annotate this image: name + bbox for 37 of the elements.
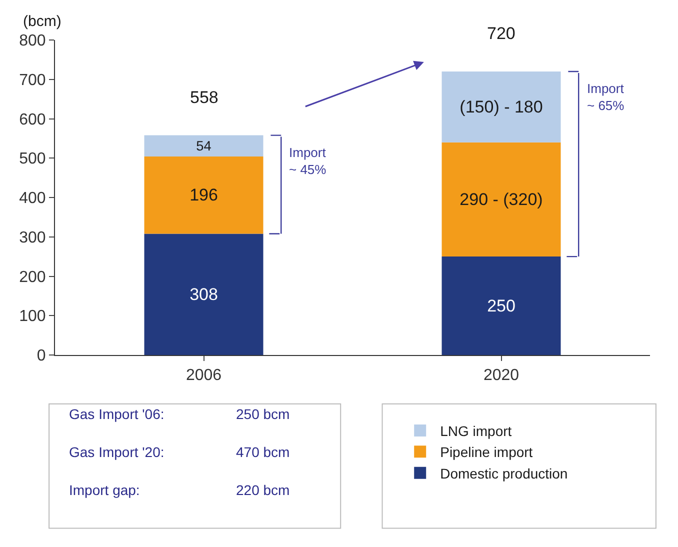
- total-label: 720: [487, 24, 516, 43]
- y-tick-label: 700: [19, 72, 46, 89]
- text: Gas Import '06:: [69, 406, 164, 422]
- legend-label: LNG import: [440, 422, 512, 439]
- text: 220 bcm: [236, 482, 290, 498]
- text: 250 bcm: [236, 406, 290, 422]
- data-label: 290 - (320): [460, 190, 543, 209]
- legend-label: Domestic production: [440, 465, 568, 482]
- data-label: (150) - 180: [460, 97, 543, 116]
- annotation: Import ~ 65%: [587, 81, 625, 113]
- y-axis-title: (bcm): [23, 13, 62, 30]
- x-tick-label: 2020: [483, 367, 520, 384]
- data-label: 54: [196, 138, 212, 154]
- bar: [442, 142, 561, 257]
- text: Gas Import '20:: [69, 444, 164, 460]
- annotation: Import ~ 45%: [289, 145, 327, 177]
- y-tick-label: 300: [19, 229, 46, 246]
- text: 470 bcm: [236, 444, 290, 460]
- y-tick-label: 500: [19, 150, 46, 168]
- bar: [442, 72, 561, 142]
- data-label: 308: [190, 284, 218, 304]
- text: Import gap:: [69, 482, 140, 498]
- bar: [144, 135, 264, 157]
- bar: [442, 256, 561, 355]
- x-tick-label: 2006: [186, 367, 222, 384]
- data-label: 196: [190, 186, 218, 205]
- y-tick-label: 600: [19, 111, 46, 128]
- y-tick-label: 0: [36, 348, 46, 365]
- data-label: 250: [487, 296, 516, 316]
- bar: [144, 156, 264, 234]
- bar: [144, 234, 264, 355]
- y-tick-label: 400: [19, 190, 46, 208]
- legend-label: Pipeline import: [440, 444, 533, 460]
- y-tick-label: 100: [19, 308, 46, 326]
- total-label: 558: [190, 88, 218, 107]
- y-tick-label: 800: [19, 32, 46, 50]
- y-tick-label: 200: [19, 268, 46, 286]
